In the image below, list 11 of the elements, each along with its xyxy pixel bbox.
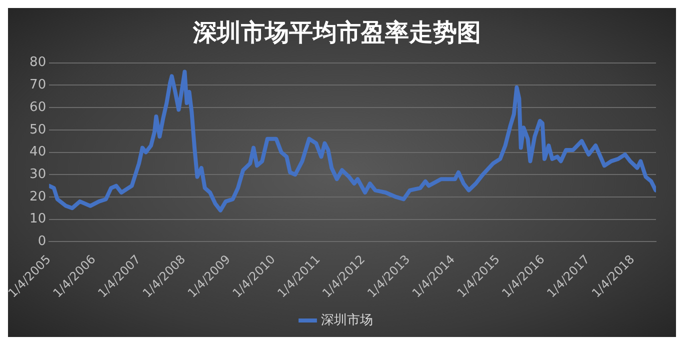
y-tick-label: 30 bbox=[30, 166, 46, 182]
y-tick-label: 10 bbox=[30, 212, 46, 227]
chart-title: 深圳市场平均市盈率走势图 bbox=[192, 18, 481, 47]
y-tick-label: 60 bbox=[30, 100, 46, 115]
legend-label: 深圳市场 bbox=[320, 312, 373, 328]
y-tick-label: 20 bbox=[30, 189, 46, 204]
y-tick-label: 40 bbox=[30, 144, 46, 160]
y-tick-label: 70 bbox=[30, 78, 46, 93]
y-tick-label: 80 bbox=[30, 55, 46, 70]
y-tick-label: 0 bbox=[38, 234, 46, 250]
y-tick-label: 50 bbox=[30, 122, 46, 138]
